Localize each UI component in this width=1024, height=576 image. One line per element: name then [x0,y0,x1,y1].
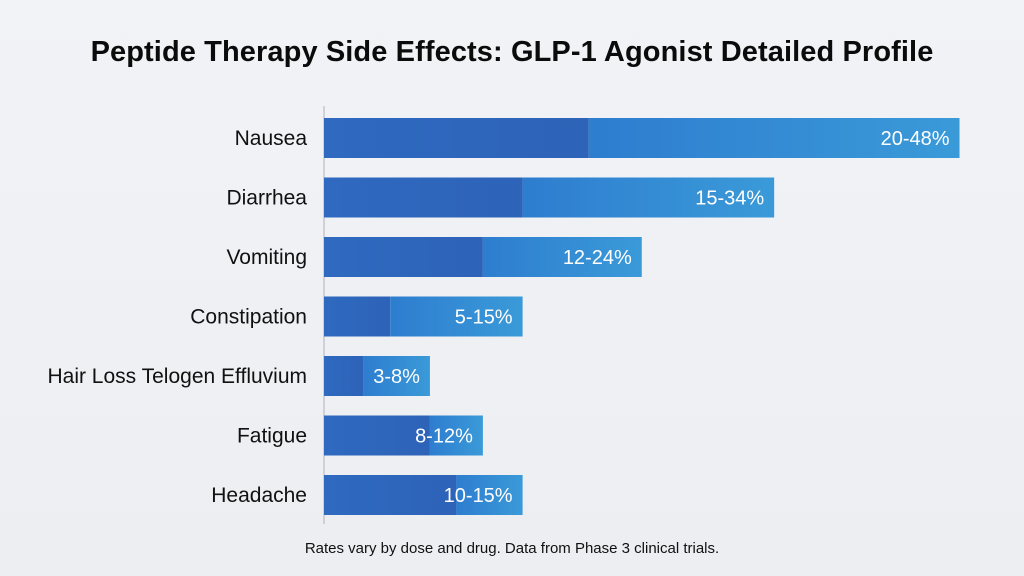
category-label: Fatigue [237,425,307,448]
bar-low-segment [324,118,589,158]
bar-range-segment [522,177,775,218]
value-label: 3-8% [373,366,420,388]
value-label: 10-15% [444,485,513,507]
category-label: Diarrhea [226,187,307,210]
category-label: Vomiting [226,246,307,269]
bar-low-segment [324,415,430,456]
chart-note: Rates vary by dose and drug. Data from P… [304,540,720,557]
value-label: 20-48% [881,128,950,150]
value-label: 15-34% [695,188,764,210]
bar-range-segment [588,118,960,158]
bar-low-segment [324,356,364,396]
chart-title: Peptide Therapy Side Effects: GLP-1 Agon… [90,36,934,68]
category-label: Nausea [235,127,308,150]
bar-low-segment [324,177,523,218]
value-label: 12-24% [563,247,632,269]
bar-range-segment [363,356,430,396]
bar-low-segment [324,237,483,277]
bar-range-segment [482,237,642,277]
category-label: Hair Loss Telogen Effluvium [47,365,307,388]
bar-low-segment [324,296,391,337]
bar-range-segment [456,475,523,515]
category-label: Constipation [190,306,307,329]
value-label: 5-15% [455,307,513,329]
bar-range-segment [429,415,483,456]
bar-low-segment [324,475,457,515]
value-label: 8-12% [415,426,473,448]
category-label: Headache [211,484,307,507]
bar-range-segment [390,296,523,337]
